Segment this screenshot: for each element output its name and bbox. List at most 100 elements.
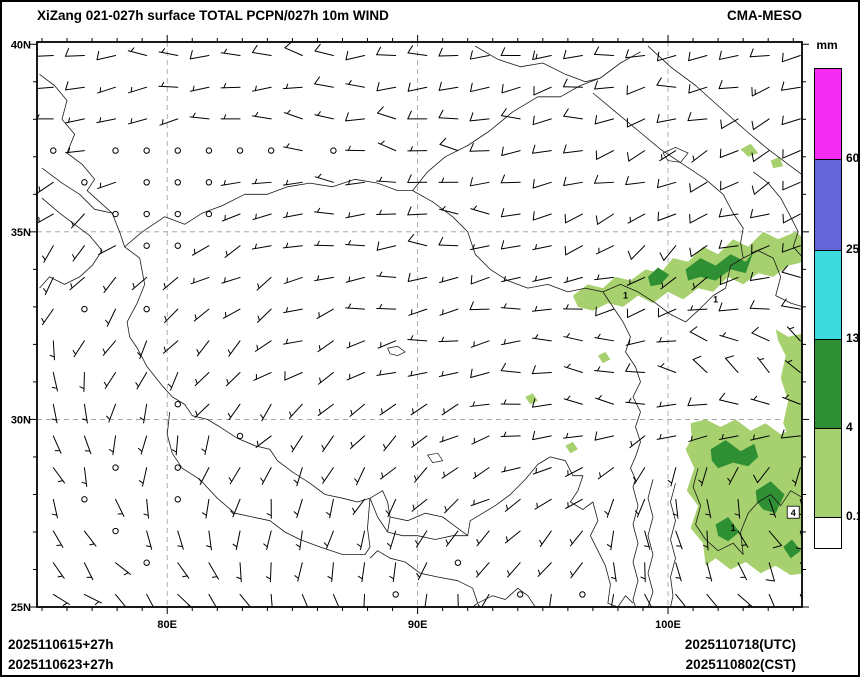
wind-barb: [313, 240, 334, 247]
wind-barb: [594, 115, 615, 125]
wind-barb: [65, 147, 85, 154]
boundary-line: [647, 479, 654, 607]
wind-barb: [500, 240, 521, 250]
wind-barb: [753, 467, 770, 484]
wind-barb: [115, 498, 125, 517]
wind-barb: [266, 498, 272, 519]
init-time-cst: 2025110623+27h: [8, 657, 114, 672]
colorbar-tick-label: 13: [846, 331, 860, 345]
boundary-line: [477, 587, 536, 607]
precip-area: [710, 440, 759, 469]
wind-barb: [569, 562, 583, 579]
wind-barb: [656, 77, 677, 88]
wind-barb: [689, 245, 708, 258]
wind-barb: [283, 109, 303, 120]
wind-barb: [625, 175, 646, 186]
wind-barb: [376, 370, 397, 376]
wind-barb: [232, 530, 241, 551]
wind-barb: [532, 275, 552, 282]
wind-barb: [751, 326, 770, 342]
wind-barb: [768, 530, 783, 549]
wind-barb: [325, 498, 334, 519]
wind-barb: [438, 370, 459, 378]
wind-barb: [227, 340, 241, 357]
wind-barb: [389, 562, 397, 583]
wind-barb: [316, 308, 334, 320]
wind-barb: [781, 298, 801, 310]
wind-barb: [727, 467, 739, 485]
wind-barb: [718, 302, 739, 312]
wind-barb: [532, 430, 552, 441]
wind-barb: [786, 326, 801, 342]
wind-barb: [220, 180, 241, 186]
wind-barb: [407, 174, 428, 183]
wind-barb: [751, 150, 770, 162]
wind-barb: [533, 85, 552, 96]
wind-barb: [500, 47, 521, 57]
wind-barb: [781, 81, 801, 91]
wind-barb: [295, 530, 303, 551]
wind-barb: [52, 530, 64, 548]
wind-barb: [439, 308, 459, 316]
wind-barb: [469, 50, 490, 60]
wind-barb: [610, 562, 617, 583]
wind-barb: [379, 467, 397, 480]
wind-barb: [96, 86, 117, 94]
wind-barb: [64, 47, 85, 57]
wind-barb: [644, 593, 653, 607]
colorbar-segment: [815, 159, 841, 250]
wind-barb: [146, 593, 154, 607]
wind-barb: [190, 276, 210, 285]
wind-barb: [768, 498, 777, 518]
wind-barb: [137, 435, 148, 455]
wind-barb: [314, 111, 334, 120]
wind-barb: [634, 498, 646, 518]
wind-barb: [472, 467, 490, 479]
wind-barb: [37, 181, 54, 194]
wind-barb: [780, 429, 801, 439]
wind-barb: [594, 46, 615, 57]
wind-barb: [750, 395, 770, 405]
wind-barb: [407, 335, 428, 342]
wind-barb: [145, 530, 153, 550]
wind-barb: [594, 80, 615, 90]
wind-barb: [51, 403, 58, 424]
precipitation-layer: [525, 143, 802, 576]
precip-max-box: [786, 505, 800, 519]
wind-barb: [501, 275, 521, 283]
wind-barb: [127, 118, 148, 125]
wind-barb: [345, 303, 366, 310]
wind-barb: [751, 118, 770, 131]
wind-barb: [594, 174, 615, 184]
wind-barb: [687, 397, 708, 407]
wind-barb: [457, 593, 459, 607]
wind-barb: [782, 180, 801, 191]
wind-barb: [103, 276, 117, 294]
wind-barb: [224, 245, 241, 258]
wind-barb: [416, 562, 428, 581]
colorbar-segment: [815, 517, 841, 548]
wind-barb: [314, 275, 334, 282]
wind-barb: [470, 340, 490, 348]
wind-barb: [407, 82, 428, 92]
wind-barb: [500, 174, 521, 184]
wind-barb: [441, 403, 459, 416]
wind-barb: [564, 213, 583, 224]
wind-barb: [687, 112, 708, 122]
wind-barb: [112, 147, 119, 154]
wind-barb: [205, 179, 213, 186]
wind-barb: [549, 593, 552, 607]
titlebar: XiZang 021-027h surface TOTAL PCPN/027h …: [37, 8, 802, 23]
precip-area: [740, 143, 759, 157]
wind-barb: [377, 106, 397, 120]
wind-barb: [718, 208, 739, 218]
wind-barb: [688, 435, 708, 442]
wind-barb: [784, 359, 801, 374]
wind-barb: [438, 81, 459, 91]
wind-barb: [314, 173, 334, 183]
wind-barb: [345, 112, 366, 122]
wind-barb: [516, 591, 524, 598]
wind-barb: [656, 433, 677, 440]
wind-barb: [691, 276, 708, 291]
